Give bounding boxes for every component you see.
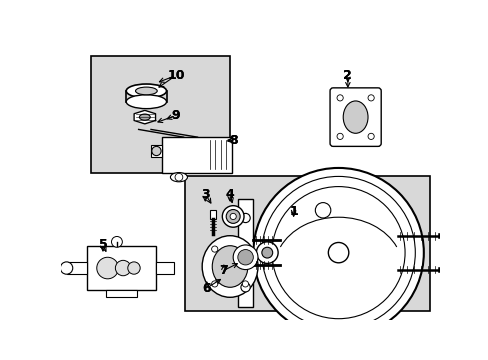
Circle shape [211,281,217,287]
Circle shape [256,242,278,264]
Text: 5: 5 [99,238,107,251]
Circle shape [222,206,244,227]
Circle shape [97,257,118,279]
Ellipse shape [139,114,150,120]
Ellipse shape [212,246,247,287]
Circle shape [241,248,250,257]
Circle shape [242,281,248,287]
Circle shape [367,133,373,139]
Bar [162,137,231,172]
Text: 10: 10 [167,69,184,82]
Circle shape [115,260,131,276]
Ellipse shape [126,84,166,98]
Circle shape [151,147,161,156]
Text: 2: 2 [343,69,351,82]
Bar [151,145,162,157]
Circle shape [237,249,253,265]
Text: 1: 1 [289,204,297,217]
Circle shape [230,213,236,220]
Bar [106,289,137,297]
Bar [90,55,230,172]
Circle shape [367,95,373,101]
Text: 9: 9 [171,109,180,122]
Text: 5: 5 [99,238,107,251]
Ellipse shape [126,95,166,109]
FancyBboxPatch shape [329,88,381,147]
Bar [86,247,156,289]
Circle shape [327,243,348,263]
Circle shape [233,245,258,270]
Circle shape [211,246,217,252]
Text: 9: 9 [171,109,180,122]
Text: 6: 6 [202,282,211,294]
Ellipse shape [202,236,258,297]
Circle shape [241,283,250,292]
Text: 6: 6 [202,282,211,294]
Circle shape [60,262,73,274]
Circle shape [253,168,423,337]
Circle shape [261,247,272,258]
Circle shape [241,213,250,222]
Polygon shape [134,111,155,124]
Text: 1: 1 [289,204,297,217]
Bar [66,262,86,274]
Ellipse shape [170,172,187,182]
Circle shape [242,246,248,252]
Text: 8: 8 [228,134,237,147]
Ellipse shape [135,87,157,95]
Text: 3: 3 [201,188,209,201]
Ellipse shape [343,101,367,133]
Text: 4: 4 [225,188,234,201]
Circle shape [226,210,240,223]
Circle shape [336,95,343,101]
Circle shape [111,237,122,247]
Text: 7: 7 [219,264,228,277]
Bar [185,176,429,311]
Circle shape [175,173,183,181]
Text: 7: 7 [219,264,228,277]
Circle shape [315,203,330,218]
Bar [209,210,216,219]
Circle shape [336,133,343,139]
Text: 8: 8 [228,134,237,147]
Bar [237,199,253,306]
Text: 3: 3 [201,188,209,201]
Text: 10: 10 [167,69,184,82]
Text: 2: 2 [343,69,351,82]
Text: 4: 4 [225,188,234,201]
Circle shape [127,262,140,274]
Bar [156,262,173,274]
